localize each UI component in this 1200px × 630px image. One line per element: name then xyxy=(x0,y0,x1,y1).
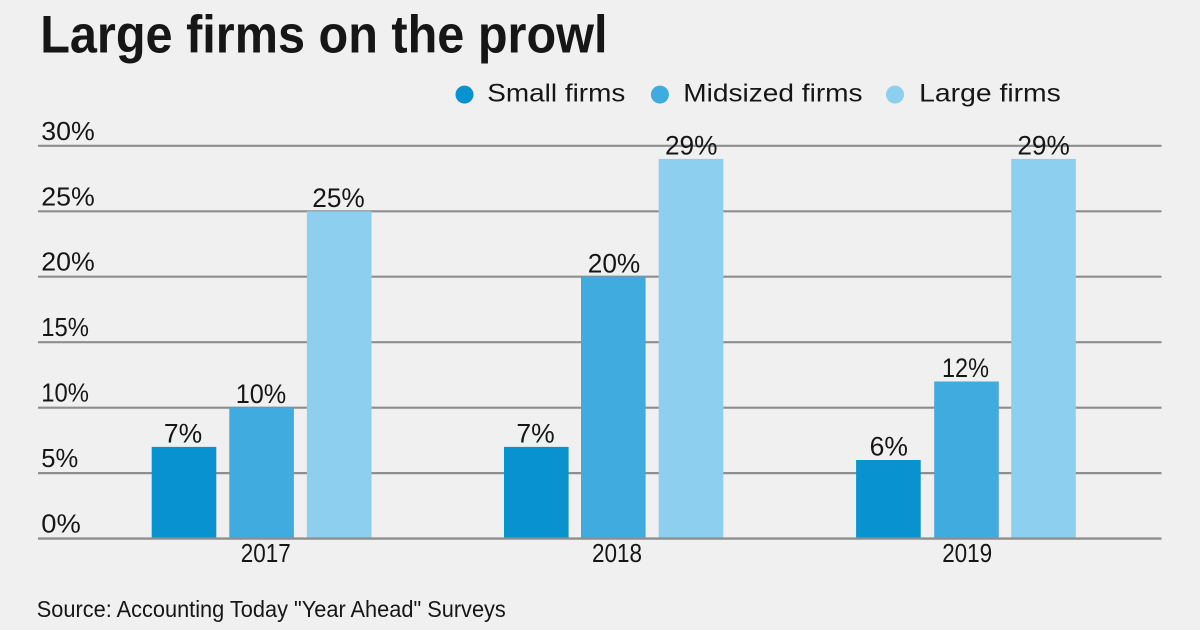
svg-text:29%: 29% xyxy=(665,130,718,160)
svg-text:10%: 10% xyxy=(236,379,287,409)
svg-text:25%: 25% xyxy=(312,183,365,213)
svg-text:2018: 2018 xyxy=(592,540,642,568)
svg-text:6%: 6% xyxy=(870,431,908,461)
svg-text:20%: 20% xyxy=(41,247,95,277)
svg-text:12%: 12% xyxy=(942,353,989,383)
svg-text:Large firms: Large firms xyxy=(919,80,1061,108)
svg-text:5%: 5% xyxy=(41,443,78,473)
svg-text:2019: 2019 xyxy=(942,540,992,568)
svg-text:15%: 15% xyxy=(41,312,89,342)
svg-text:7%: 7% xyxy=(516,418,554,448)
svg-text:Small firms: Small firms xyxy=(487,80,625,108)
svg-text:0%: 0% xyxy=(41,509,81,539)
svg-text:20%: 20% xyxy=(588,248,641,278)
svg-text:25%: 25% xyxy=(41,181,95,211)
svg-text:Source: Accounting Today "Year: Source: Accounting Today "Year Ahead" Su… xyxy=(37,596,506,622)
svg-text:Large firms on the prowl: Large firms on the prowl xyxy=(40,6,607,65)
svg-text:Midsized firms: Midsized firms xyxy=(683,80,862,108)
svg-text:2017: 2017 xyxy=(241,540,291,568)
svg-text:29%: 29% xyxy=(1017,130,1070,160)
svg-text:10%: 10% xyxy=(41,378,89,408)
svg-text:7%: 7% xyxy=(164,418,202,448)
svg-text:30%: 30% xyxy=(41,116,95,146)
